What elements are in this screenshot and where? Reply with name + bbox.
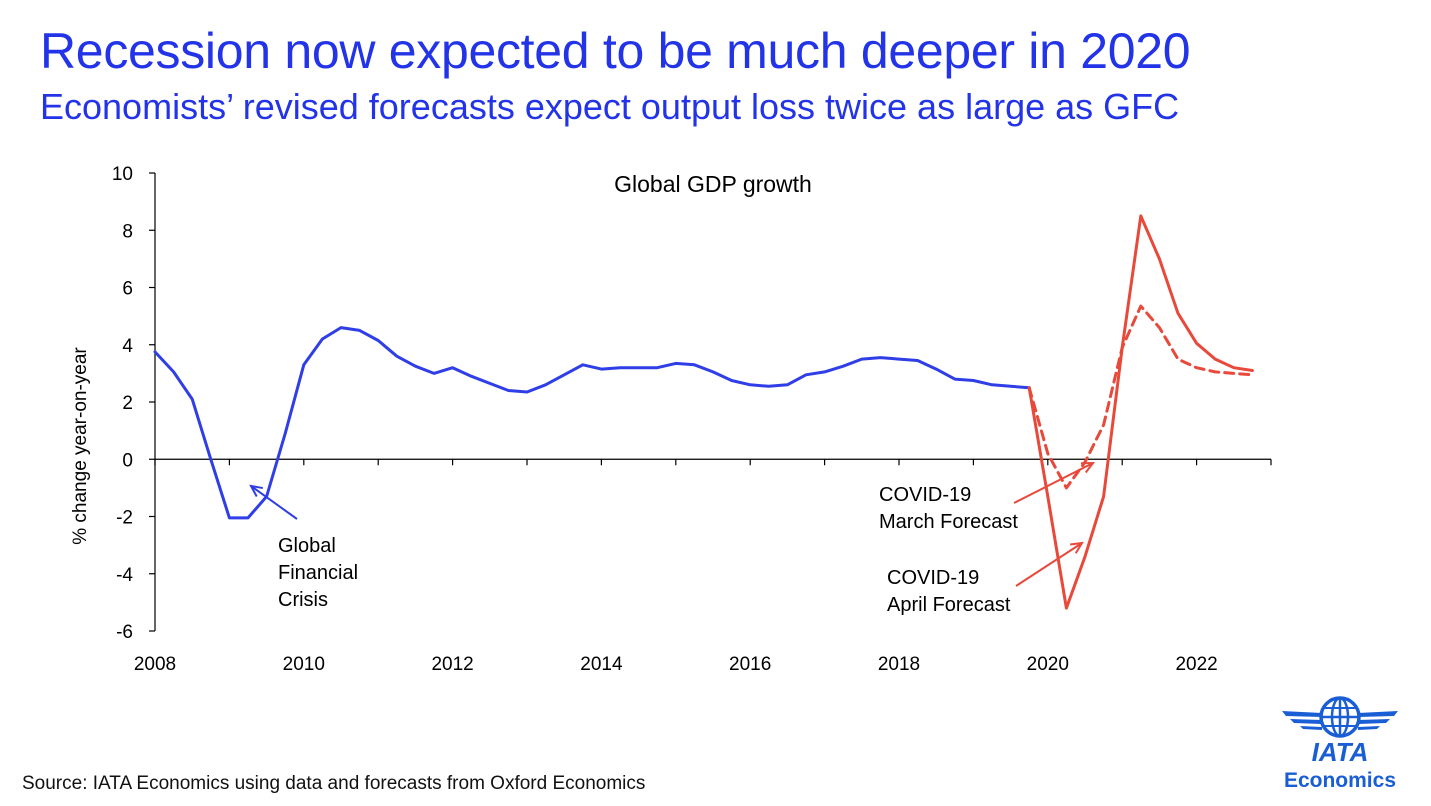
annotation-label-gfc: Crisis — [278, 589, 328, 611]
y-tick-label: 8 — [122, 221, 133, 242]
page-title: Recession now expected to be much deeper… — [40, 23, 1191, 79]
annotation-arrow-march — [1013, 462, 1094, 504]
annotation-arrowhead-gfc — [249, 484, 263, 498]
x-tick-label: 2018 — [878, 654, 920, 675]
y-tick-label: 10 — [112, 164, 133, 185]
x-tick-label: 2010 — [283, 654, 325, 675]
x-tick-label: 2014 — [580, 654, 623, 675]
page-subtitle: Economists’ revised forecasts expect out… — [40, 86, 1180, 127]
y-tick-label: 6 — [122, 279, 133, 300]
annotation-arrow-gfc — [250, 485, 298, 520]
annotation-label-march: COVID-19 — [879, 484, 971, 506]
x-tick-label: 2008 — [134, 654, 176, 675]
y-tick-label: 2 — [122, 393, 133, 414]
logo-name: IATA — [1311, 737, 1369, 767]
annotation-label-april: COVID-19 — [887, 567, 979, 589]
annotation-label-gfc: Financial — [278, 562, 358, 584]
y-tick-label: -4 — [116, 565, 133, 586]
x-tick-label: 2016 — [729, 654, 771, 675]
y-tick-label: -6 — [116, 622, 133, 643]
globe-wings-icon — [1282, 696, 1398, 738]
series-line-april-forecast — [1027, 214, 1254, 610]
y-tick-label: 4 — [122, 336, 133, 357]
annotation-label-gfc: Global — [278, 535, 336, 557]
chart-title: Global GDP growth — [614, 171, 812, 197]
annotation-label-april: April Forecast — [887, 594, 1011, 616]
series-line-history — [153, 326, 1031, 520]
x-tick-label: 2012 — [431, 654, 473, 675]
annotation-arrowhead-april — [1069, 541, 1084, 554]
annotation-arrow-april — [1015, 542, 1083, 587]
y-tick-label: -2 — [116, 508, 133, 529]
y-axis-label: % change year-on-year — [70, 347, 91, 545]
x-tick-label: 2020 — [1027, 654, 1069, 675]
x-tick-label: 2022 — [1175, 654, 1217, 675]
series-line-march-forecast — [1027, 304, 1254, 490]
logo-subtitle: Economics — [1283, 769, 1397, 792]
source-note: Source: IATA Economics using data and fo… — [22, 773, 646, 794]
annotation-arrowhead-march — [1080, 461, 1096, 474]
annotation-label-march: March Forecast — [879, 511, 1018, 533]
iata-logo: IATA Economics — [1270, 695, 1410, 800]
y-tick-label: 0 — [122, 450, 133, 471]
